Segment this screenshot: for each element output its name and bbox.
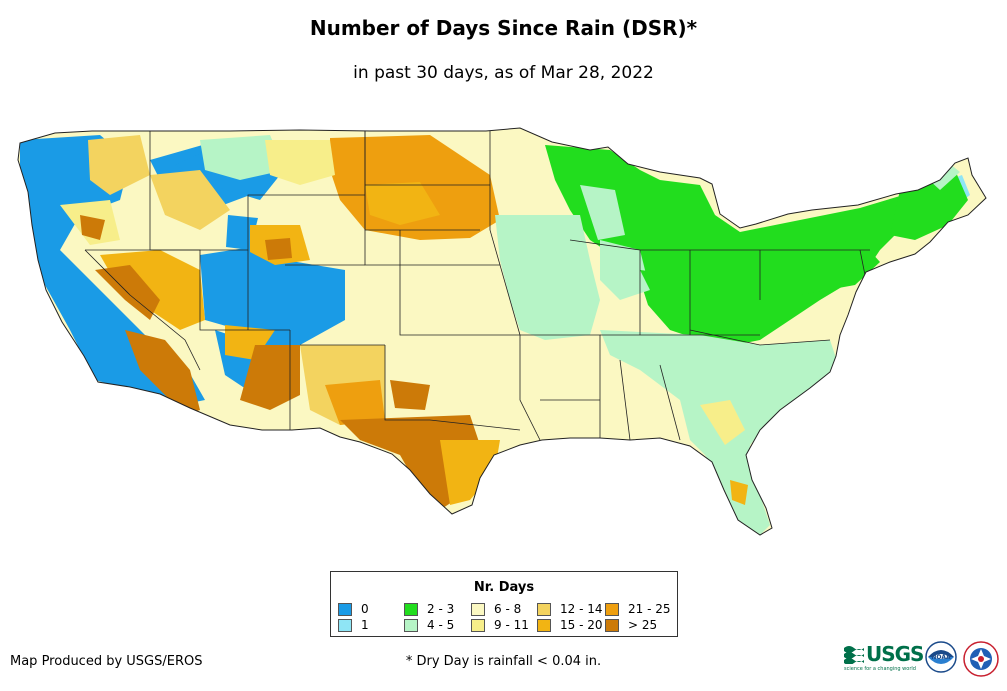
map-subtitle: in past 30 days, as of Mar 28, 2022: [353, 63, 654, 83]
noaa-text: NOAA: [931, 654, 951, 661]
legend-label: 1: [361, 618, 369, 632]
legend-swatch: [537, 618, 551, 632]
legend-item-6: 12 - 14: [537, 602, 603, 616]
map-title: Number of Days Since Rain (DSR)*: [309, 16, 698, 40]
producer-credit: Map Produced by USGS/EROS: [10, 654, 203, 669]
legend-swatch: [338, 602, 352, 616]
legend-swatch: [471, 618, 485, 632]
legend-item-2: 2 - 3: [404, 602, 454, 616]
legend-label: 9 - 11: [494, 618, 529, 632]
legend-swatch: [605, 618, 619, 632]
legend: Nr. Days 0 1 2 - 3 4 - 5 6 - 8 9 - 11 12…: [330, 571, 678, 637]
legend-label: > 25: [628, 618, 658, 632]
legend-item-7: 15 - 20: [537, 618, 603, 632]
legend-swatch: [605, 602, 619, 616]
legend-item-4: 6 - 8: [471, 602, 521, 616]
legend-swatch: [338, 618, 352, 632]
legend-swatch: [404, 618, 418, 632]
legend-label: 12 - 14: [560, 602, 603, 616]
dry-day-footnote: * Dry Day is rainfall < 0.04 in.: [405, 654, 602, 669]
legend-swatch: [404, 602, 418, 616]
legend-item-9: > 25: [605, 618, 657, 632]
nws-logo: [963, 641, 999, 677]
usgs-logo: USGS science for a changing world: [844, 642, 924, 672]
noaa-logo: NOAA: [925, 641, 957, 673]
legend-title: Nr. Days: [473, 580, 535, 595]
legend-label: 2 - 3: [427, 602, 455, 616]
legend-item-0: 0: [338, 602, 369, 616]
legend-label: 4 - 5: [427, 618, 455, 632]
dsr-map: [17, 127, 987, 536]
legend-item-1: 1: [338, 618, 369, 632]
legend-item-5: 9 - 11: [471, 618, 529, 632]
usgs-tagline: science for a changing world: [844, 666, 916, 672]
legend-item-8: 21 - 25: [605, 602, 671, 616]
legend-swatch: [537, 602, 551, 616]
legend-label: 6 - 8: [494, 602, 522, 616]
legend-label: 0: [361, 602, 369, 616]
legend-label: 15 - 20: [560, 618, 603, 632]
usgs-wordmark: USGS: [866, 642, 924, 666]
legend-swatch: [471, 602, 485, 616]
legend-label: 21 - 25: [628, 602, 671, 616]
usgs-wave-icon: [844, 646, 864, 664]
legend-item-3: 4 - 5: [404, 618, 454, 632]
